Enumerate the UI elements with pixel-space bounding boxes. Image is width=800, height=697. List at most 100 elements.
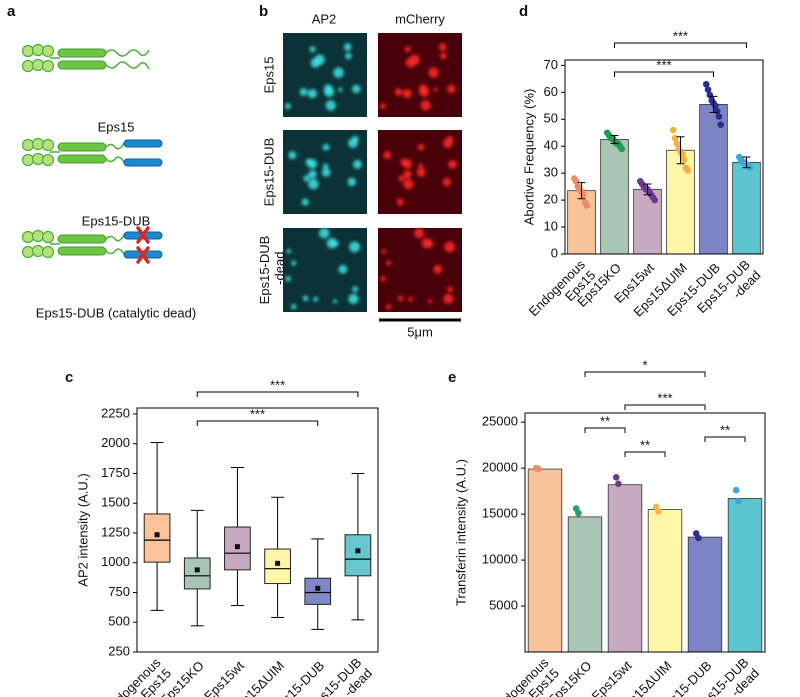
bar [567,516,603,653]
spot [290,303,297,310]
box [183,557,211,590]
y-tick-label: 250 [108,643,130,658]
spots [379,43,456,111]
spot [385,303,392,310]
significance-label: *** [673,28,688,43]
construct-diagram [21,43,150,73]
data-point [655,508,662,515]
spots [285,228,360,310]
error-bar [742,156,751,169]
mean [194,567,200,573]
spot [347,177,357,187]
row-label: Eps15-DUB -dead [258,236,288,305]
spot [352,286,359,293]
spot [380,275,386,282]
significance-label: * [642,357,647,372]
y-tick-label: 25000 [482,414,518,429]
spot [324,86,335,98]
mean [355,548,361,554]
spot [404,46,411,53]
spot [443,138,453,149]
plot-frame [136,407,379,653]
y-tick-label: 1250 [101,524,130,539]
plot-frame [564,59,764,255]
spot [322,143,330,151]
spot [291,260,297,266]
spot [288,151,297,160]
data-point [583,202,591,209]
spot [353,159,363,169]
panel-letter: a [7,3,16,20]
spot [442,177,452,187]
significance-bracket [614,42,747,48]
spot [301,198,309,206]
panel-letter: c [65,369,73,386]
spot [408,296,414,302]
plot-frame [524,412,766,653]
y-tick-label: 1500 [101,495,130,510]
spot [338,264,348,274]
spot [386,260,392,266]
spot [302,295,309,302]
spot [343,43,352,51]
significance-bracket [584,427,626,433]
box [344,534,372,577]
spot [447,286,454,293]
data-point [535,465,542,473]
spot [414,228,425,239]
data-point [732,486,740,494]
y-tick-label: 10 [544,218,558,233]
y-tick-label: 500 [108,614,130,629]
spot [397,295,404,302]
spot [322,163,329,169]
spot [420,100,431,111]
spot [438,43,447,51]
significance-bracket [584,371,706,377]
box [304,577,332,605]
error-bar [610,134,619,145]
significance-bracket [196,391,359,397]
spot [314,54,325,66]
error-bar [709,95,718,114]
spot [403,178,414,190]
spot [419,86,430,98]
spot [402,159,413,169]
significance-label: *** [656,57,671,72]
spot [333,67,344,78]
spot [313,296,319,302]
spot [417,143,425,151]
micrograph [378,33,462,117]
data-point [669,126,677,134]
bar [607,484,643,653]
data-point [612,474,620,481]
mean [315,585,321,591]
spot [403,170,412,179]
significance-bracket [624,404,706,410]
spot [309,46,316,53]
data-point [715,113,723,120]
spot [333,299,338,304]
y-tick-label: 60 [544,84,558,99]
spot [326,237,338,249]
spot [286,249,292,254]
box [143,513,171,563]
spot [409,54,420,66]
spot [349,241,360,253]
spot [321,167,331,177]
y-tick-label: 20000 [482,460,518,475]
spot [440,52,447,60]
spot [338,87,343,92]
spot [299,88,308,96]
error-bar [676,136,685,165]
y-tick-label: 1000 [101,554,130,569]
y-axis-label: AP2 intensity (A.U.) [75,473,90,586]
y-tick-label: 0 [551,245,558,260]
spot [448,159,458,169]
significance-label: ** [640,437,650,452]
panel-letter: d [519,3,528,20]
significance-bracket [704,436,746,442]
spot [402,89,413,99]
data-point [618,145,626,153]
spot [307,89,318,99]
